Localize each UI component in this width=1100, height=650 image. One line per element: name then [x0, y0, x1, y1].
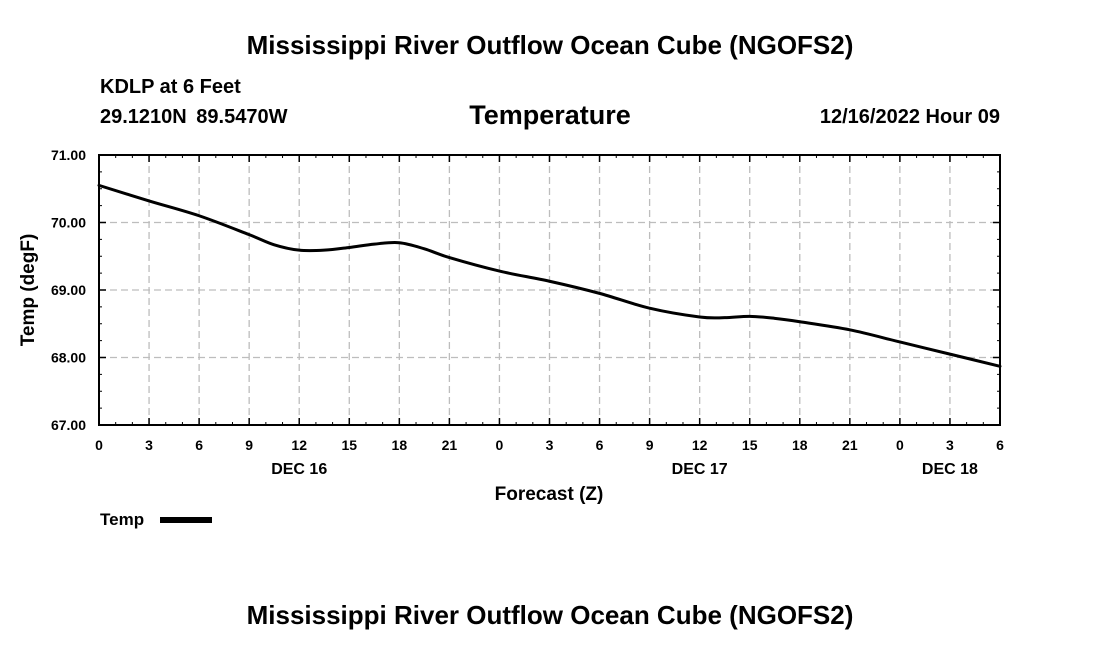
temp-series-line [97, 183, 1002, 368]
x-tick-label: 6 [596, 437, 604, 453]
forecast-timestamp: 12/16/2022 Hour 09 [819, 106, 1000, 128]
y-tick-label: 68.00 [51, 350, 86, 366]
x-tick-label: 0 [496, 437, 504, 453]
x-tick-label: 12 [692, 437, 708, 453]
x-tick-label: 9 [646, 437, 654, 453]
y-tick-label: 71.00 [51, 147, 86, 163]
footer-title: Mississippi River Outflow Ocean Cube (NG… [246, 600, 854, 630]
x-tick-label: 21 [442, 437, 458, 453]
y-tick-label: 69.00 [51, 282, 86, 298]
y-tick-label: 67.00 [51, 417, 86, 433]
y-axis-label: Temp (degF) [18, 234, 39, 347]
x-tick-label: 3 [145, 437, 153, 453]
x-tick-label: 21 [842, 437, 858, 453]
x-tick-label: 6 [996, 437, 1004, 453]
station-coordinates: 29.1210N 89.5470W [100, 106, 288, 128]
x-tick-label: 15 [742, 437, 758, 453]
x-tick-label: 9 [245, 437, 253, 453]
x-tick-label: 0 [896, 437, 904, 453]
x-tick-label: 18 [392, 437, 408, 453]
temperature-chart: 0 3 6 9 12 15 18 21 0 3 6 9 12 15 18 21 0 3 6 67.00 68.00 69.… [18, 147, 1004, 505]
grid [99, 155, 1000, 425]
x-tick-label: 0 [95, 437, 103, 453]
x-tick-label: 15 [341, 437, 357, 453]
x-tick-label: 12 [291, 437, 307, 453]
legend-line-swatch [160, 517, 212, 523]
x-tick-label: 3 [946, 437, 954, 453]
x-tick-label: 6 [195, 437, 203, 453]
x-tick-label: 18 [792, 437, 808, 453]
x-axis-label: Forecast (Z) [495, 484, 604, 505]
main-title: Mississippi River Outflow Ocean Cube (NG… [246, 30, 854, 60]
tick-labels: 0 3 6 9 12 15 18 21 0 3 6 9 12 15 18 21 0 3 6 67.00 68.00 69.… [51, 147, 1004, 478]
date-label: DEC 17 [672, 461, 728, 478]
date-label: DEC 16 [271, 461, 327, 478]
date-label: DEC 18 [922, 461, 978, 478]
station-label: KDLP at 6 Feet [100, 76, 241, 98]
y-tick-label: 70.00 [51, 215, 86, 231]
chart-title: Temperature [469, 100, 631, 130]
x-tick-label: 3 [546, 437, 554, 453]
series-layer [97, 183, 1002, 368]
legend-label: Temp [100, 510, 145, 529]
plot-frame [98, 154, 1001, 426]
